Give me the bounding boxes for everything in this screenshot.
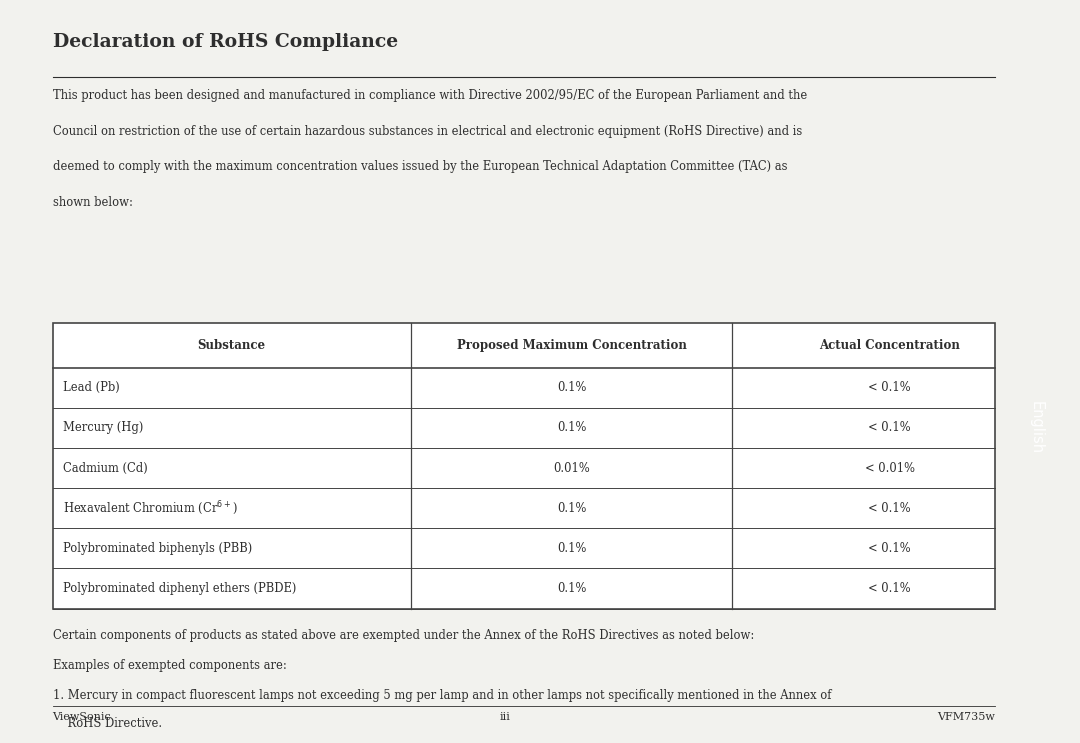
- Text: Mercury (Hg): Mercury (Hg): [63, 421, 143, 435]
- Text: Cadmium (Cd): Cadmium (Cd): [63, 461, 147, 475]
- Text: Actual Concentration: Actual Concentration: [820, 339, 960, 352]
- Text: Substance: Substance: [198, 339, 266, 352]
- Text: Polybrominated biphenyls (PBB): Polybrominated biphenyls (PBB): [63, 542, 252, 555]
- Text: < 0.1%: < 0.1%: [868, 421, 910, 435]
- Text: RoHS Directive.: RoHS Directive.: [53, 717, 162, 730]
- Text: < 0.1%: < 0.1%: [868, 542, 910, 555]
- Text: iii: iii: [499, 713, 511, 722]
- Text: 0.1%: 0.1%: [557, 542, 586, 555]
- Text: 0.01%: 0.01%: [553, 461, 590, 475]
- Text: English: English: [1028, 400, 1043, 454]
- Text: < 0.01%: < 0.01%: [865, 461, 915, 475]
- Text: Certain components of products as stated above are exempted under the Annex of t: Certain components of products as stated…: [53, 629, 754, 642]
- Text: 0.1%: 0.1%: [557, 421, 586, 435]
- Text: Polybrominated diphenyl ethers (PBDE): Polybrominated diphenyl ethers (PBDE): [63, 582, 296, 595]
- Text: 0.1%: 0.1%: [557, 582, 586, 595]
- Text: Hexavalent Chromium (Cr$^{6+}$): Hexavalent Chromium (Cr$^{6+}$): [63, 499, 238, 517]
- Text: Examples of exempted components are:: Examples of exempted components are:: [53, 659, 286, 672]
- Text: < 0.1%: < 0.1%: [868, 502, 910, 515]
- Text: < 0.1%: < 0.1%: [868, 582, 910, 595]
- Text: Proposed Maximum Concentration: Proposed Maximum Concentration: [457, 339, 687, 352]
- Text: This product has been designed and manufactured in compliance with Directive 200: This product has been designed and manuf…: [53, 89, 807, 102]
- Text: < 0.1%: < 0.1%: [868, 381, 910, 395]
- Text: deemed to comply with the maximum concentration values issued by the European Te: deemed to comply with the maximum concen…: [53, 160, 787, 173]
- Text: 1. Mercury in compact fluorescent lamps not exceeding 5 mg per lamp and in other: 1. Mercury in compact fluorescent lamps …: [53, 689, 831, 701]
- Text: shown below:: shown below:: [53, 196, 133, 209]
- Bar: [53, 323, 995, 609]
- Text: VFM735w: VFM735w: [936, 713, 995, 722]
- Bar: [53, 323, 995, 609]
- Text: ViewSonic: ViewSonic: [53, 713, 111, 722]
- Text: 0.1%: 0.1%: [557, 502, 586, 515]
- Text: Declaration of RoHS Compliance: Declaration of RoHS Compliance: [53, 33, 397, 51]
- Text: Lead (Pb): Lead (Pb): [63, 381, 120, 395]
- Text: 0.1%: 0.1%: [557, 381, 586, 395]
- Text: Council on restriction of the use of certain hazardous substances in electrical : Council on restriction of the use of cer…: [53, 125, 801, 137]
